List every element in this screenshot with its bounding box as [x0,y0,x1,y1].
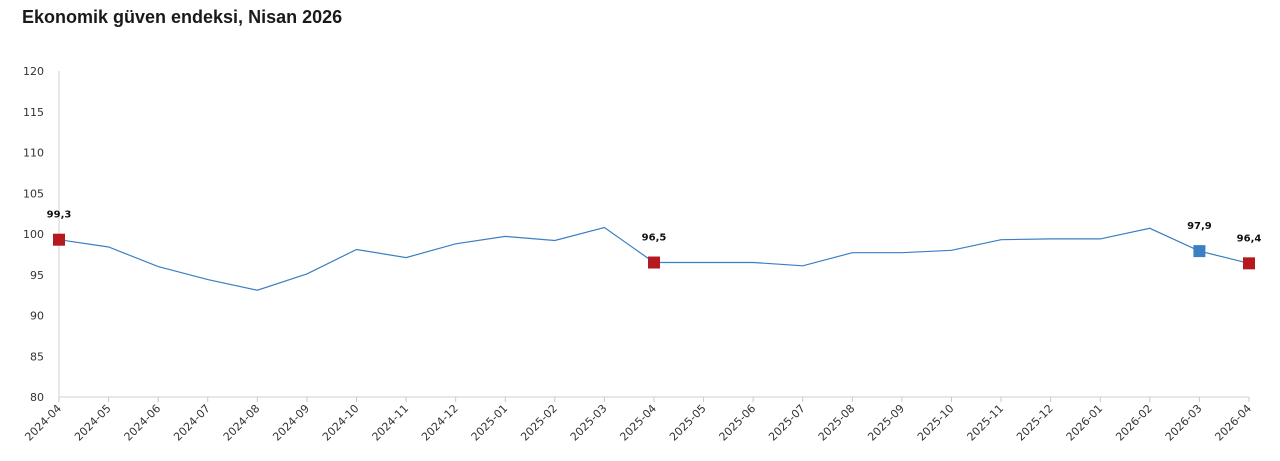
x-tick-label: 2024-06 [122,402,164,444]
data-label: 97,9 [1187,221,1212,232]
x-tick-label: 2025-12 [1014,402,1056,444]
x-tick-label: 2026-04 [1212,402,1254,444]
data-label: 96,4 [1237,233,1262,244]
x-axis: 2024-04 2024-05 2024-06 2024-07 2024-08 2024-… [22,396,1254,444]
x-tick-label: 2025-03 [568,402,610,444]
data-point-marker [1193,245,1206,258]
data-point-marker [53,233,65,246]
x-tick-label: 2025-01 [469,402,511,444]
y-tick-label: 110 [23,147,44,160]
chart-title: Ekonomik güven endeksi, Nisan 2026 [22,7,343,27]
x-tick-label: 2025-02 [518,402,560,444]
y-tick-label: 115 [23,106,44,119]
x-tick-label: 2025-06 [717,402,759,444]
x-tick-label: 2025-11 [965,402,1007,444]
x-tick-label: 2026-03 [1163,402,1205,444]
x-tick-label: 2025-04 [617,402,659,444]
data-point-marker [648,256,660,269]
x-tick-label: 2025-10 [915,402,957,444]
y-tick-label: 90 [30,310,44,323]
x-tick-label: 2025-09 [865,402,907,444]
x-tick-label: 2026-01 [1064,402,1106,444]
x-tick-label: 2024-05 [72,402,114,444]
x-tick-label: 2024-09 [270,402,312,444]
y-tick-label: 100 [23,228,44,241]
x-tick-label: 2025-05 [667,402,709,444]
y-tick-label: 85 [30,350,44,363]
x-tick-label: 2025-07 [766,402,808,444]
x-tick-label: 2025-08 [816,402,858,444]
y-tick-label: 120 [23,65,44,78]
y-tick-label: 95 [30,269,44,282]
data-label: 96,5 [642,233,667,244]
plot-area: 99,3 96,5 97,9 96,4 [47,210,1262,291]
x-tick-label: 2024-08 [221,402,263,444]
y-tick-label: 80 [30,391,44,404]
data-point-marker [1243,257,1255,270]
x-tick-label: 2024-04 [22,402,64,444]
y-tick-label: 105 [23,187,44,200]
x-tick-label: 2024-12 [419,402,461,444]
x-tick-label: 2024-11 [370,402,412,444]
x-tick-label: 2024-10 [320,402,362,444]
x-tick-label: 2026-02 [1113,402,1155,444]
data-label: 99,3 [47,210,72,221]
x-tick-label: 2024-07 [171,402,213,444]
